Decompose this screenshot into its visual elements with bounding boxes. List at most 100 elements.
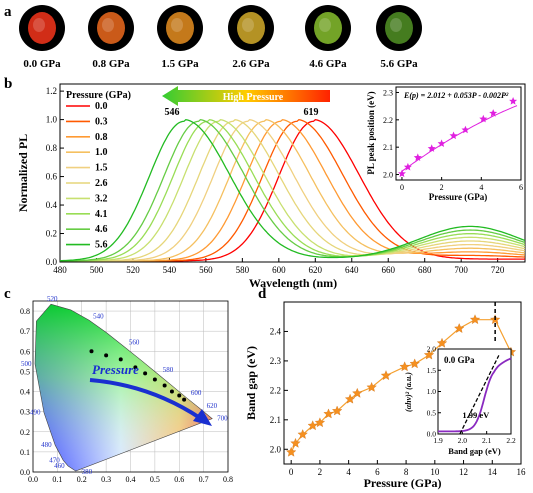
bandgap-star-point bbox=[469, 314, 481, 325]
bandgap-star-point bbox=[454, 323, 465, 333]
legend-label: 0.0 bbox=[95, 101, 108, 112]
legend-label: 4.1 bbox=[95, 209, 108, 220]
x-tick-label: 10 bbox=[430, 467, 440, 477]
y-tick-label: 2.4 bbox=[270, 326, 282, 336]
bandgap-star-point bbox=[436, 337, 448, 348]
panel-a: a 0.0 GPa 0.8 GPa 1.5 GPa 2.6 GPa 4.6 GPa 5.6… bbox=[4, 4, 422, 70]
cie-data-point bbox=[89, 349, 94, 354]
cie-wavelength-label: 480 bbox=[41, 441, 52, 449]
bandgap-star-point bbox=[286, 446, 297, 457]
inset-frame bbox=[437, 348, 512, 435]
x-axis-title: Pressure (GPa) bbox=[364, 476, 442, 490]
x-tick-label: 660 bbox=[381, 265, 395, 275]
cie-data-point bbox=[169, 389, 174, 394]
cie-y-tick-label: 0.5 bbox=[20, 367, 30, 376]
inset-y-title: PL peak position (eV) bbox=[366, 91, 376, 174]
legend-label: 3.2 bbox=[95, 193, 108, 204]
x-tick-label: 4 bbox=[346, 467, 351, 477]
y-tick-label: 2.1 bbox=[270, 415, 281, 425]
y-tick-label: 0.0 bbox=[46, 257, 58, 267]
x-tick-label: 8 bbox=[404, 467, 409, 477]
y-tick-label: 0.4 bbox=[46, 200, 58, 210]
pl-curve bbox=[60, 119, 525, 262]
y-tick-label: 2.2 bbox=[270, 385, 281, 395]
cie-wavelength-label: 580 bbox=[163, 366, 174, 374]
cie-data-point bbox=[177, 393, 182, 398]
legend-label: 0.8 bbox=[95, 132, 108, 143]
bandgap-star-point bbox=[297, 429, 308, 439]
high-pressure-label: High Pressure bbox=[223, 92, 284, 103]
y-tick-label: 2.3 bbox=[270, 356, 282, 366]
legend-label: 1.5 bbox=[95, 163, 108, 174]
cie-pressure-arrowhead bbox=[193, 409, 212, 426]
y-tick-label: 0.6 bbox=[46, 172, 58, 182]
inset-fit-line bbox=[401, 105, 518, 172]
inset-y-title: (αhν)² (a.u.) bbox=[404, 372, 413, 412]
inset-x-title: Band gap (eV) bbox=[448, 446, 501, 456]
pl-curve bbox=[60, 119, 525, 262]
y-tick-label: 0.2 bbox=[46, 229, 57, 239]
x-tick-label: 580 bbox=[236, 265, 250, 275]
inset-y-tick-label: 1.0 bbox=[427, 387, 437, 396]
panel-d-label: d bbox=[258, 286, 267, 302]
cie-wavelength-label: 560 bbox=[129, 338, 140, 346]
bandgap-star-point bbox=[344, 393, 356, 404]
cie-x-tick-label: 0.0 bbox=[28, 475, 38, 484]
x-tick-label: 16 bbox=[517, 467, 527, 477]
x-tick-label: 480 bbox=[53, 265, 67, 275]
cie-x-tick-label: 0.5 bbox=[150, 475, 160, 484]
cie-wavelength-label: 470 bbox=[49, 456, 60, 464]
inset-frame bbox=[395, 86, 522, 181]
inset-legend: 0.0 GPa bbox=[444, 355, 475, 365]
bandgap-star-point bbox=[352, 387, 363, 398]
sample-highlight bbox=[390, 18, 402, 32]
bandgap-star-point bbox=[323, 408, 334, 419]
inset-y-tick-label: 2.2 bbox=[383, 116, 393, 125]
x-tick-label: 500 bbox=[90, 265, 104, 275]
x-tick-label: 640 bbox=[345, 265, 359, 275]
cie-data-point bbox=[152, 377, 157, 382]
inset-y-tick-label: 0.5 bbox=[427, 408, 437, 417]
photo-caption: 2.6 GPa bbox=[232, 58, 270, 70]
x-tick-label: 720 bbox=[491, 265, 505, 275]
photo-row: 0.0 GPa 0.8 GPa 1.5 GPa 2.6 GPa 4.6 GPa 5.6 G… bbox=[19, 5, 422, 70]
inset-x-tick-label: 1.9 bbox=[433, 436, 443, 445]
bandgap-star-point bbox=[366, 382, 377, 392]
pl-peak-inset: 0 2 4 6 2.0 2.1 2.2 2.3 Pressure (GPa) PL peak po… bbox=[366, 86, 523, 202]
cie-wavelength-label: 500 bbox=[21, 360, 32, 368]
panel-c: c 0.0 0.1 0.2 0.3 0.4 0.5 0.6 0.7 0.80.00.10.20.… bbox=[4, 286, 233, 484]
cie-x-tick-label: 0.8 bbox=[223, 475, 233, 484]
cie-data-point bbox=[118, 357, 123, 362]
inset-star-point bbox=[479, 114, 488, 123]
inset-star-point bbox=[489, 109, 498, 117]
bandgap-plot: 0 2 4 6 8 10 12 14 16 2.0 2.1 2.2 2.3 2.4 Pressure (GP… bbox=[244, 301, 527, 490]
pressure-arrow-shape bbox=[162, 86, 330, 106]
pl-curve bbox=[60, 119, 525, 262]
cie-y-tick-label: 0.1 bbox=[20, 448, 30, 457]
pl-curves bbox=[60, 119, 525, 262]
cie-y-tick-label: 0.7 bbox=[20, 327, 30, 336]
inset-star-point bbox=[509, 97, 518, 105]
panel-c-label: c bbox=[4, 286, 11, 302]
x-tick-label: 680 bbox=[418, 265, 432, 275]
photo-caption: 5.6 GPa bbox=[380, 58, 418, 70]
bandgap-star-point bbox=[423, 349, 435, 360]
cie-y-tick-label: 0.4 bbox=[20, 388, 30, 397]
cie-diagram: 0.0 0.1 0.2 0.3 0.4 0.5 0.6 0.7 0.8 0.0 0.1 0.2 0.3 0… bbox=[20, 295, 233, 484]
pl-curve bbox=[60, 119, 525, 262]
pl-legend: Pressure (GPa)0.0 0.3 0.8 1.0 1.5 2.6 3.2 4.1 4.… bbox=[66, 90, 131, 251]
sample-highlight bbox=[171, 18, 183, 32]
pl-curve bbox=[60, 119, 525, 262]
inset-star-point bbox=[413, 153, 422, 161]
inset-equation: E(p) = 2.012 + 0.053P - 0.002P² bbox=[403, 91, 509, 100]
pl-plot-frame bbox=[59, 83, 526, 263]
sample-highlight bbox=[242, 18, 254, 32]
legend-label: 2.6 bbox=[95, 178, 108, 189]
sample-emission bbox=[314, 12, 342, 44]
photo-caption: 4.6 GPa bbox=[309, 58, 347, 70]
inset-y-tick-label: 2.1 bbox=[383, 143, 393, 152]
panel-b-label: b bbox=[4, 76, 12, 92]
inset-star-point bbox=[427, 144, 436, 152]
cie-data-point bbox=[133, 365, 138, 370]
